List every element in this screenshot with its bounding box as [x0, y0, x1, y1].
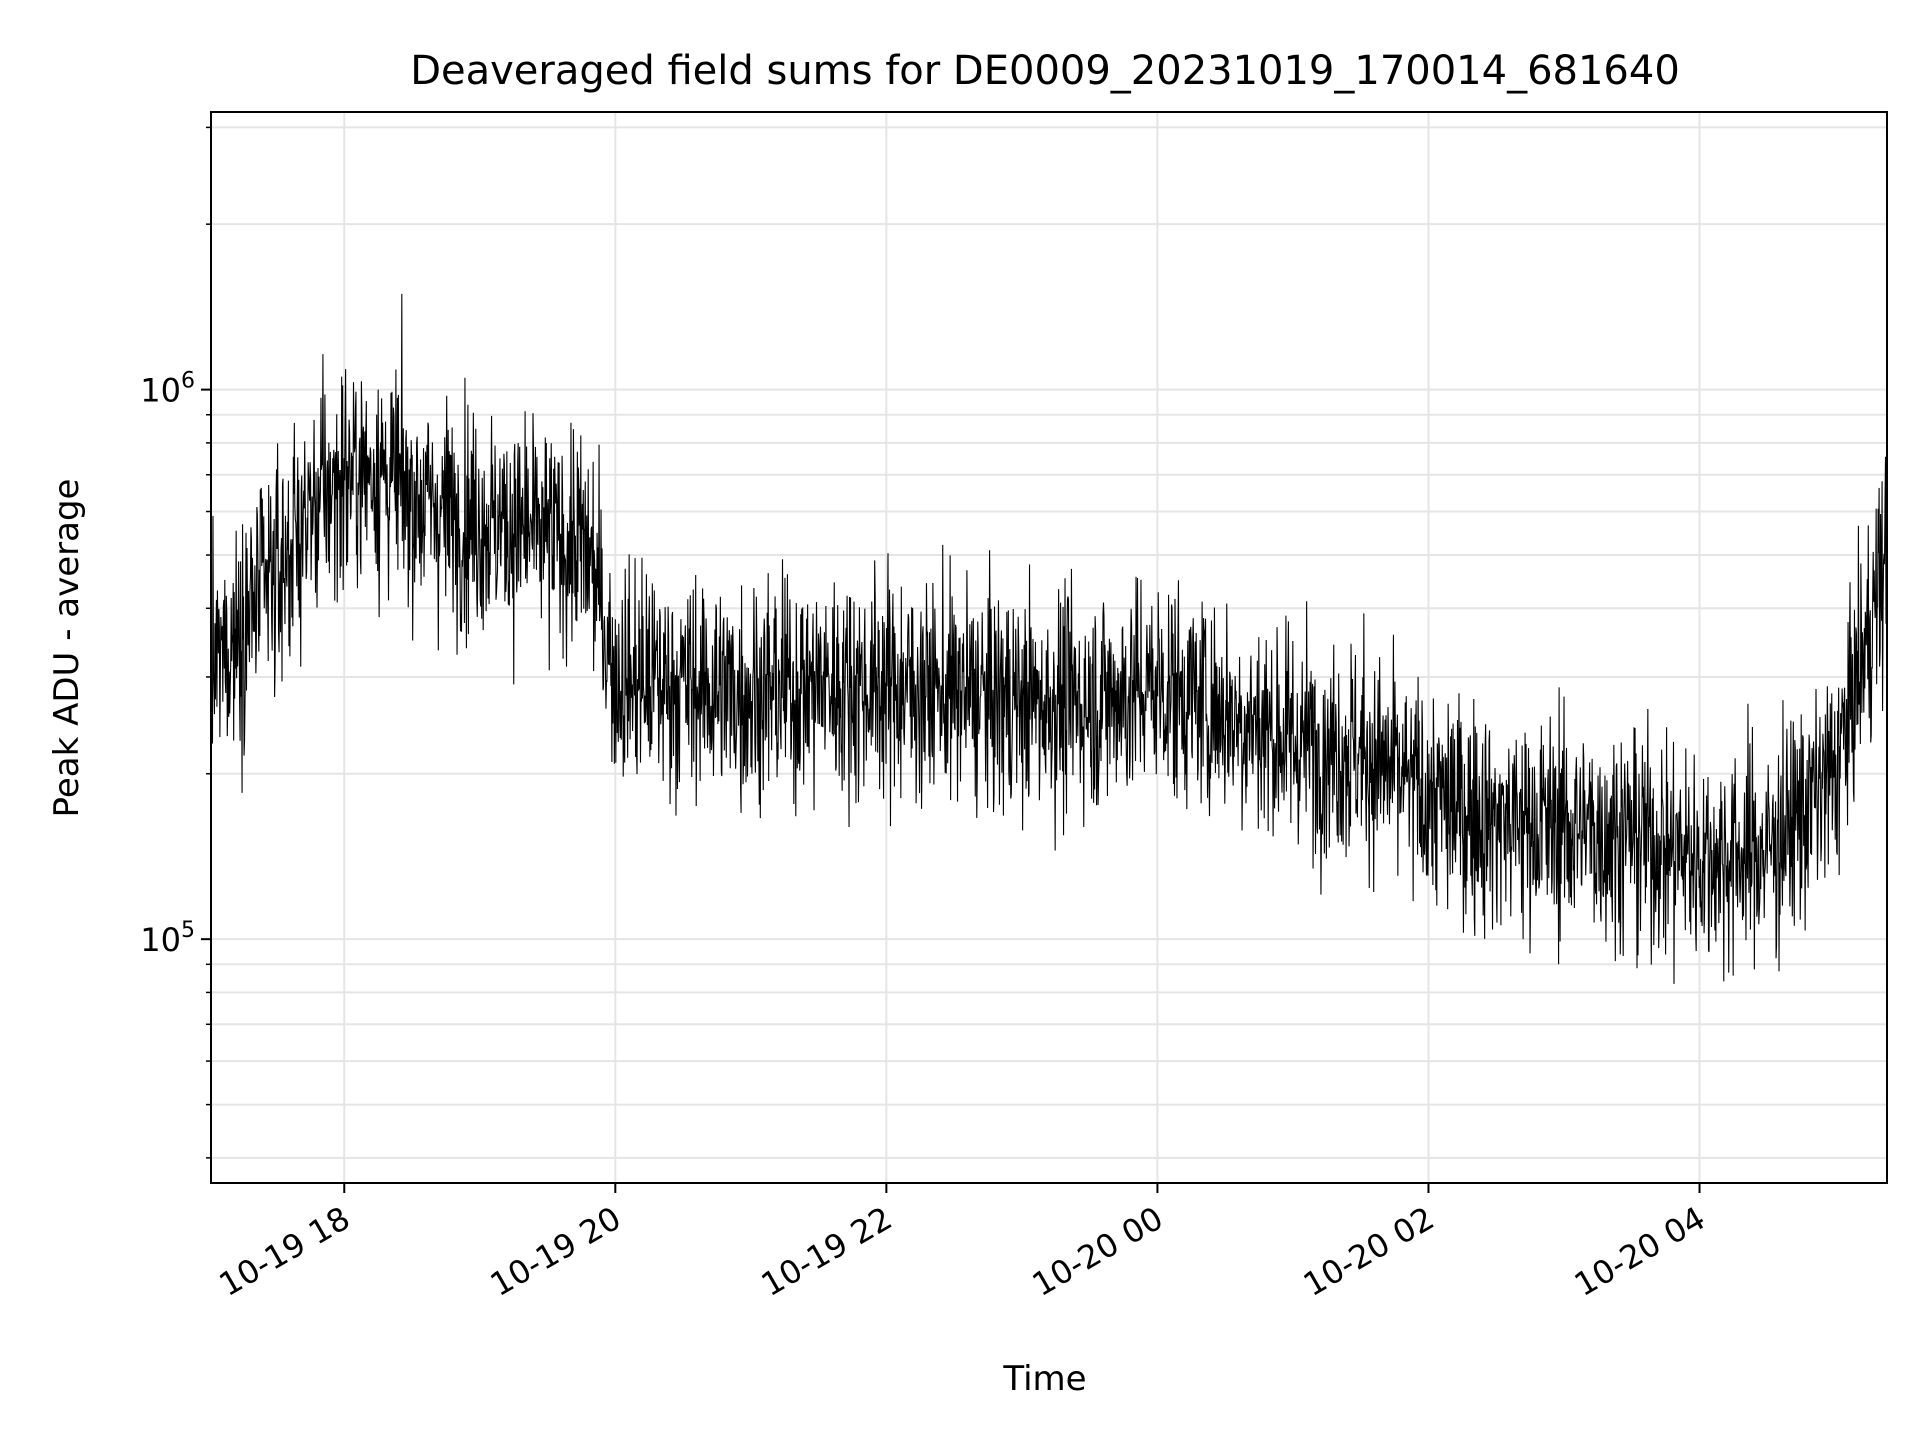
series-line — [210, 293, 1888, 984]
y-tick-label: 106 — [140, 369, 195, 410]
x-axis-label: Time — [1002, 1359, 1086, 1399]
plot-area-frame — [210, 111, 1888, 1184]
y-tick-label: 105 — [140, 918, 195, 959]
y-axis-label: Peak ADU - average — [47, 479, 87, 818]
chart-title: Deaveraged field sums for DE0009_2023101… — [410, 48, 1680, 94]
